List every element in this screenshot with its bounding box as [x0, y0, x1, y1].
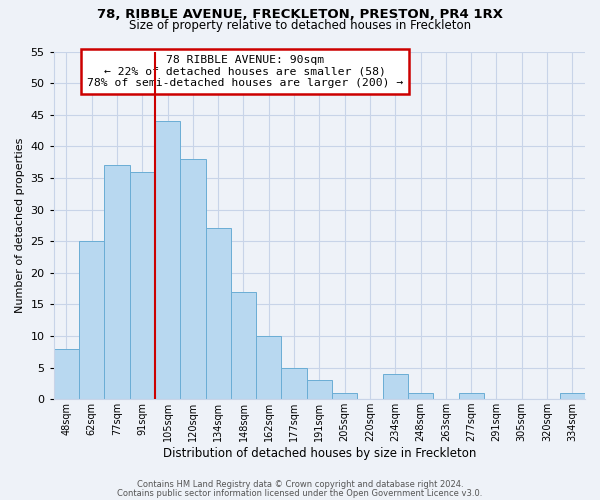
Bar	[231, 292, 256, 399]
Bar	[408, 393, 433, 399]
Bar	[560, 393, 585, 399]
Bar	[180, 159, 206, 399]
Y-axis label: Number of detached properties: Number of detached properties	[15, 138, 25, 313]
Bar	[256, 336, 281, 399]
Bar	[155, 121, 180, 399]
X-axis label: Distribution of detached houses by size in Freckleton: Distribution of detached houses by size …	[163, 447, 476, 460]
Text: Contains HM Land Registry data © Crown copyright and database right 2024.: Contains HM Land Registry data © Crown c…	[137, 480, 463, 489]
Bar	[383, 374, 408, 399]
Bar	[458, 393, 484, 399]
Text: 78, RIBBLE AVENUE, FRECKLETON, PRESTON, PR4 1RX: 78, RIBBLE AVENUE, FRECKLETON, PRESTON, …	[97, 8, 503, 20]
Text: 78 RIBBLE AVENUE: 90sqm
← 22% of detached houses are smaller (58)
78% of semi-de: 78 RIBBLE AVENUE: 90sqm ← 22% of detache…	[87, 55, 403, 88]
Bar	[130, 172, 155, 399]
Bar	[281, 368, 307, 399]
Text: Contains public sector information licensed under the Open Government Licence v3: Contains public sector information licen…	[118, 488, 482, 498]
Bar	[332, 393, 358, 399]
Text: Size of property relative to detached houses in Freckleton: Size of property relative to detached ho…	[129, 19, 471, 32]
Bar	[104, 166, 130, 399]
Bar	[54, 348, 79, 399]
Bar	[79, 241, 104, 399]
Bar	[206, 228, 231, 399]
Bar	[307, 380, 332, 399]
